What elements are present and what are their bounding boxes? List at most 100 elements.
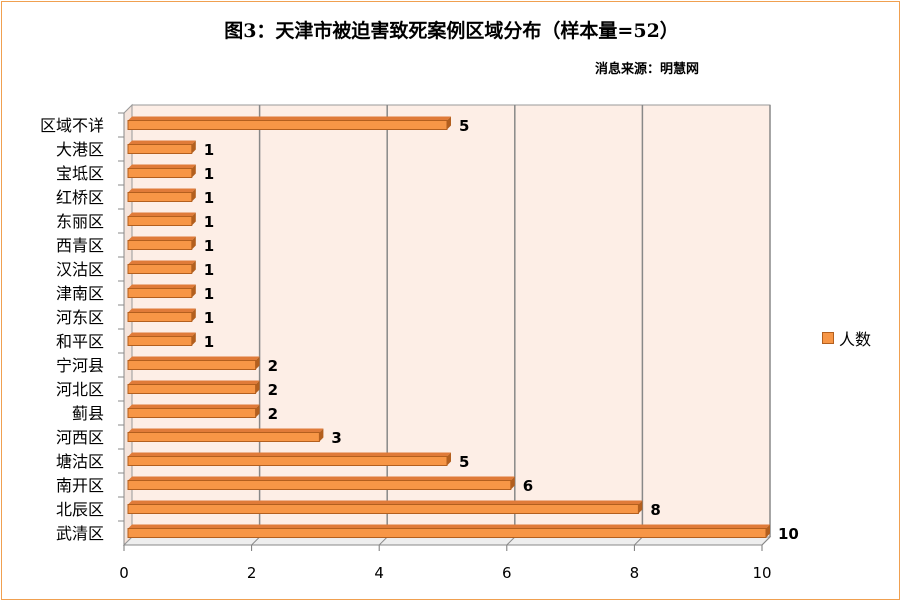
data-label: 5 [459,453,469,471]
x-tick-label: 10 [752,564,771,582]
data-label: 5 [459,117,469,135]
bar-top-face [128,284,196,289]
data-label: 6 [523,477,533,495]
data-label: 8 [650,501,660,519]
bar-top-face [128,140,196,145]
bar-top-face [128,452,451,457]
y-category-label: 武清区 [56,524,104,543]
bar-top-face [128,356,260,361]
bar-end-face [191,236,196,250]
bar [127,192,193,202]
bar-end-face [191,284,196,298]
bar-end-face [191,188,196,202]
bar-end-face [191,332,196,346]
data-label: 3 [331,429,341,447]
x-tick-label: 4 [374,564,384,582]
bar [127,120,448,130]
bar [127,336,193,346]
plot-back-wall [131,104,771,538]
gridline-floor [761,536,771,546]
bar [127,480,512,490]
bar-top-face [128,236,196,241]
x-tick-label: 8 [630,564,640,582]
bar [127,384,257,394]
chart-title: 图3：天津市被迫害致死案例区域分布（样本量=52） [224,20,679,42]
bar [127,264,193,274]
bar-top-face [128,164,196,169]
data-label: 1 [204,309,214,327]
legend-swatch [822,332,834,344]
data-label: 1 [204,237,214,255]
data-label: 2 [268,405,278,423]
bar-top-face [128,476,515,481]
bar-top-face [128,260,196,265]
y-category-label: 塘沽区 [56,452,104,471]
bar-end-face [255,380,260,394]
bar [127,216,193,226]
y-category-label: 津南区 [56,284,104,303]
bar-top-face [128,500,643,505]
bar-end-face [191,308,196,322]
bar [127,408,257,418]
x-tick-label: 0 [119,564,129,582]
data-label: 2 [268,381,278,399]
y-category-label: 汉沽区 [56,260,104,279]
bar-end-face [255,356,260,370]
bar-end-face [319,428,324,442]
y-category-label: 红桥区 [56,188,104,207]
bar [127,168,193,178]
bar [127,144,193,154]
gridline-floor [251,536,260,546]
bar-top-face [128,116,451,121]
data-label: 10 [778,525,799,543]
data-label: 1 [204,285,214,303]
y-category-label: 宁河县 [56,356,104,375]
y-category-label: 北辰区 [56,500,104,519]
bar-end-face [191,164,196,178]
gridline-floor [506,536,516,546]
gridline-floor [378,536,388,546]
bar [127,360,257,370]
data-label: 1 [204,165,214,183]
bar [127,456,448,466]
x-tick-label: 2 [247,564,257,582]
bar-end-face [447,452,451,466]
bar-end-face [510,476,515,490]
bar-top-face [128,212,196,217]
bar [127,528,767,538]
bar [127,432,320,442]
bar-end-face [638,500,643,514]
bar-top-face [128,308,196,313]
y-category-label: 河西区 [56,428,104,447]
bar-end-face [191,260,196,274]
data-label: 1 [204,213,214,231]
data-label: 1 [204,189,214,207]
x-tick-label: 6 [502,564,512,582]
bar [127,504,639,514]
legend: 人数 [822,326,871,350]
chart-subtitle: 消息来源：明慧网 [594,62,699,77]
data-label: 1 [204,333,214,351]
data-label: 1 [204,141,214,159]
y-category-label: 河东区 [56,308,104,327]
plot-floor [122,536,772,546]
y-category-label: 和平区 [56,332,104,351]
gridline-floor [634,536,643,546]
bar [127,288,193,298]
data-label: 2 [268,357,278,375]
bar-top-face [128,404,260,409]
bar-end-face [191,212,196,226]
bar-end-face [191,140,196,154]
y-category-label: 河北区 [56,380,104,399]
y-category-label: 南开区 [56,476,104,495]
bar-top-face [128,428,324,433]
bar [127,240,193,250]
bar-end-face [255,404,260,418]
bar-top-face [128,380,260,385]
bar-top-face [128,524,770,529]
y-category-label: 蓟县 [72,404,104,423]
bar-top-face [128,332,196,337]
data-label: 1 [204,261,214,279]
bar-top-face [128,188,196,193]
